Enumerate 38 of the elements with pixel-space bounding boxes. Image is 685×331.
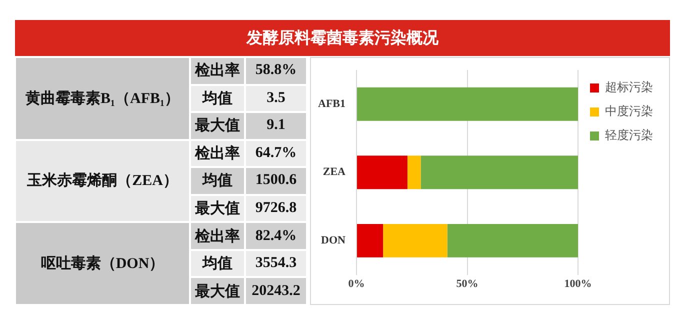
x-tick-label: 50% bbox=[456, 278, 478, 290]
text: 均值 bbox=[190, 167, 245, 195]
bar bbox=[357, 156, 408, 190]
text: 检出率 bbox=[190, 140, 245, 168]
text: 最大值 bbox=[190, 112, 245, 140]
text: 3.5 bbox=[245, 84, 307, 112]
bar bbox=[447, 224, 578, 258]
text: 58.8% bbox=[245, 57, 307, 85]
text: 玉米赤霉烯酮（ZEA） bbox=[15, 140, 190, 222]
y-tick-label: DON bbox=[321, 234, 346, 247]
text: 64.7% bbox=[245, 140, 307, 168]
bar bbox=[357, 87, 578, 121]
text: 黄曲霉毒素B₁（AFB₁） bbox=[15, 57, 190, 140]
legend-label: 中度污染 bbox=[605, 104, 653, 118]
y-tick-label: AFB1 bbox=[318, 98, 346, 110]
text: 均值 bbox=[190, 84, 245, 112]
text: 82.4% bbox=[245, 222, 307, 250]
bar bbox=[383, 224, 448, 258]
text: 1500.6 bbox=[245, 167, 307, 195]
text: 检出率 bbox=[190, 222, 245, 250]
text: 检出率 bbox=[190, 57, 245, 85]
text: 最大值 bbox=[190, 194, 245, 222]
legend-label: 超标污染 bbox=[605, 80, 653, 94]
text: 20243.2 bbox=[245, 277, 307, 305]
y-tick-label: ZEA bbox=[322, 166, 346, 178]
bar bbox=[357, 224, 384, 258]
x-tick-label: 100% bbox=[564, 278, 592, 290]
text: 9.1 bbox=[245, 112, 307, 140]
text: 均值 bbox=[190, 250, 245, 278]
x-tick-label: 0% bbox=[348, 278, 365, 290]
text: 呕吐毒素（DON） bbox=[15, 222, 190, 305]
bar bbox=[407, 156, 421, 190]
text: 3554.3 bbox=[245, 250, 307, 278]
text: 9726.8 bbox=[245, 194, 307, 222]
legend-label: 轻度污染 bbox=[605, 128, 653, 142]
text: 最大值 bbox=[190, 277, 245, 305]
bar bbox=[420, 156, 578, 190]
text: 发酵原料霉菌毒素污染概况 bbox=[15, 20, 670, 56]
